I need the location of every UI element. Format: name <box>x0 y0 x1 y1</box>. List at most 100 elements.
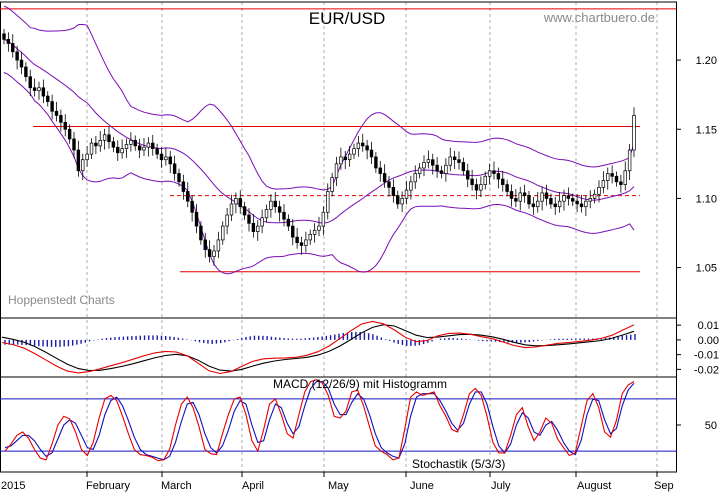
candle-down <box>391 187 396 197</box>
candle-down <box>67 128 72 140</box>
candle-down <box>299 242 304 246</box>
candle-down <box>155 148 159 155</box>
candle-down <box>28 76 32 89</box>
macd-y-tick-label: -0.01 <box>694 350 719 362</box>
watermark-label: Hoppenstedt Charts <box>8 293 115 307</box>
candle-up <box>479 184 483 191</box>
macd-label: MACD (12/26/9) mit Histogramm <box>273 377 447 391</box>
chart-title: EUR/USD <box>309 9 386 28</box>
candle-up <box>601 180 606 188</box>
candle-up <box>606 173 610 181</box>
candle-down <box>151 142 155 149</box>
candle-down <box>571 198 575 202</box>
candle-up <box>426 159 431 163</box>
candle-up <box>627 149 632 172</box>
candle-up <box>356 142 361 149</box>
candle-down <box>54 110 59 116</box>
candle-up <box>540 192 544 202</box>
candle-up <box>330 177 334 192</box>
candle-down <box>470 178 474 185</box>
candle-up <box>312 229 317 235</box>
x-axis-tick-label: 2015 <box>1 480 25 492</box>
macd-panel <box>1 320 636 375</box>
candle-up <box>85 153 89 161</box>
source-label: www.chartbuero.de <box>543 10 655 25</box>
candle-down <box>614 175 619 183</box>
candle-up <box>347 153 352 161</box>
candle-down <box>133 139 137 147</box>
candle-up <box>483 175 487 185</box>
candle-up <box>404 189 409 199</box>
candle-down <box>11 43 15 53</box>
candle-down <box>94 142 98 147</box>
candle-down <box>505 184 509 192</box>
candle-down <box>72 138 76 151</box>
candle-down <box>46 95 50 102</box>
candle-down <box>282 211 286 220</box>
candle-down <box>544 192 549 199</box>
candle-up <box>321 211 326 227</box>
x-axis-tick-label: February <box>86 480 131 492</box>
candle-down <box>509 191 514 199</box>
candle-up <box>260 217 264 227</box>
candle-up <box>409 181 413 191</box>
candle-down <box>343 156 347 161</box>
candle-up <box>326 191 330 213</box>
x-axis-tick-label: August <box>577 480 611 492</box>
candle-down <box>172 163 177 174</box>
candle-down <box>365 145 369 151</box>
price-y-tick-label: 1.10 <box>696 193 717 205</box>
x-axis-tick-label: June <box>410 480 434 492</box>
candle-up <box>146 142 151 148</box>
candle-down <box>76 149 81 172</box>
candle-up <box>304 239 308 246</box>
candle-down <box>566 195 571 199</box>
candle-up <box>632 115 636 151</box>
candle-down <box>107 134 111 143</box>
candle-up <box>623 170 627 185</box>
candle-down <box>63 121 67 130</box>
candle-down <box>50 101 54 112</box>
candle-down <box>177 173 181 183</box>
candle-up <box>536 200 540 208</box>
x-axis-tick-label: April <box>242 480 264 492</box>
candle-up <box>352 148 356 155</box>
candle-up <box>229 203 234 216</box>
candle-down <box>286 218 291 227</box>
candle-up <box>400 198 404 205</box>
candle-up <box>120 148 124 154</box>
candle-up <box>256 225 260 232</box>
candle-up <box>597 187 601 195</box>
stochastic-panel <box>0 379 677 462</box>
candle-down <box>496 173 501 180</box>
candle-down <box>251 222 256 232</box>
candle-down <box>111 141 116 148</box>
candle-down <box>247 214 251 224</box>
macd-y-tick-label: 0.01 <box>698 320 719 332</box>
candle-down <box>59 115 63 123</box>
candle-up <box>89 142 94 155</box>
candle-down <box>186 191 190 202</box>
candle-up <box>518 192 522 202</box>
x-axis-tick-label: July <box>491 480 511 492</box>
stoch-label: Stochastik (5/3/3) <box>412 457 505 471</box>
price-y-tick-label: 1.05 <box>696 263 717 275</box>
candle-down <box>439 170 444 174</box>
candle-down <box>238 198 242 208</box>
candle-down <box>431 159 435 166</box>
candle-down <box>203 239 207 250</box>
candle-up <box>339 156 343 165</box>
candle-down <box>207 249 212 257</box>
candle-up <box>81 159 85 172</box>
candle-down <box>527 195 531 205</box>
candle-up <box>221 225 225 241</box>
bollinger-upper <box>3 5 635 191</box>
candle-up <box>444 164 448 174</box>
candle-up <box>317 225 321 231</box>
candle-up <box>142 146 146 151</box>
candle-down <box>32 87 37 91</box>
macd-y-tick-label: -0.02 <box>694 364 719 376</box>
candle-down <box>168 156 172 165</box>
